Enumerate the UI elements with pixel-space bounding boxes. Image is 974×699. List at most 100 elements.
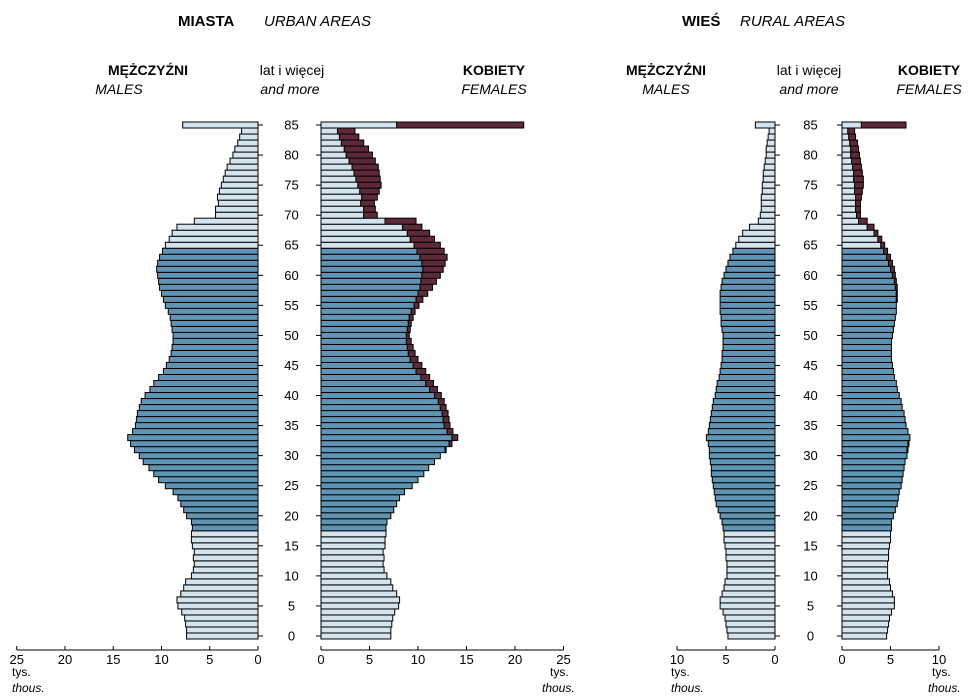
urban-female-bar-age-57 (320, 289, 419, 297)
urban-male-bar-age-4 (181, 608, 259, 616)
rural-female-bar-age-82 (841, 139, 851, 147)
rural-age-tick-75: 75 (803, 178, 817, 193)
rural-male-bar-age-28 (710, 464, 776, 472)
rural-male-bar-age-47 (721, 349, 776, 357)
urban-male-bar-age-59 (158, 277, 259, 285)
urban-female-surplus-age-57 (417, 289, 429, 297)
urban-female-bar-age-20 (320, 512, 392, 520)
urban-female-surplus-age-84 (336, 127, 356, 135)
urban-male-bar-age-79 (229, 157, 259, 165)
rural-female-surplus-age-70 (856, 211, 861, 219)
urban-male-bar-age-55 (164, 301, 259, 309)
urban-male-bar-age-39 (140, 398, 259, 406)
rural-male-bar-age-34 (707, 428, 776, 436)
urban-male-bar-age-19 (190, 518, 259, 526)
urban-age-tick-70: 70 (284, 208, 298, 223)
rural-male-bar-age-55 (719, 301, 776, 309)
urban-female-bar-age-51 (320, 325, 408, 333)
rural-female-surplus-age-76 (853, 175, 864, 183)
urban-male-bar-age-8 (183, 584, 259, 592)
urban-female-bar-age-22 (320, 500, 398, 508)
urban-male-bar-age-72 (217, 199, 259, 207)
rural-male-bar-age-70 (759, 211, 776, 219)
urban-male-bar-age-78 (226, 163, 259, 171)
rural-female-bar-age-79 (841, 157, 853, 165)
rural-male-bar-age-78 (763, 163, 776, 171)
rural-female-surplus-age-62 (888, 259, 893, 267)
rural-age-label-pl: lat i więcej (777, 62, 842, 78)
rural-female-bar-age-24 (841, 488, 900, 496)
rural-female-surplus-age-64 (883, 247, 889, 255)
rural-male-bar-age-35 (708, 422, 776, 430)
rural-age-tick-55: 55 (803, 298, 817, 313)
urban-male-bar-age-35 (134, 422, 259, 430)
rural-male-bar-age-17 (723, 530, 776, 538)
urban-male-bar-age-75 (220, 181, 259, 189)
rural-female-bar-age-38 (841, 404, 903, 412)
rural-age-tick-35: 35 (803, 418, 817, 433)
rural-age-tick-5: 5 (807, 598, 814, 613)
urban-males-label-pl: MĘŻCZYŹNI (108, 62, 188, 78)
urban-male-bar-age-60 (157, 271, 259, 279)
urban-male-bar-age-10 (190, 572, 259, 580)
rural-male-bar-age-62 (727, 259, 776, 267)
urban-age-tick-55: 55 (284, 298, 298, 313)
urban-female-surplus-age-35 (443, 422, 451, 430)
urban-female-bar-age-15 (320, 542, 386, 550)
urban-female-surplus-age-79 (348, 157, 376, 165)
rural-female-bar-age-84 (841, 127, 849, 135)
urban-male-bar-age-64 (161, 247, 259, 255)
urban-female-bar-age-6 (320, 596, 401, 604)
urban-female-surplus-age-34 (446, 428, 454, 436)
rural-female-bar-age-12 (841, 560, 889, 568)
urban-male-bar-age-7 (180, 590, 259, 598)
urban-male-bar-age-26 (158, 476, 259, 484)
urban-age-tick-35: 35 (284, 418, 298, 433)
urban-age-tick-65: 65 (284, 238, 298, 253)
rural-female-x-tick-5: 5 (887, 652, 894, 667)
urban-female-x-tick-0: 0 (317, 652, 324, 667)
urban-female-bar-age-44 (320, 367, 417, 375)
rural-female-bar-age-75 (841, 181, 856, 189)
rural-age-tick-70: 70 (803, 208, 817, 223)
urban-male-bar-age-16 (190, 536, 259, 544)
urban-male-bar-age-28 (148, 464, 259, 472)
urban-female-surplus-age-66 (409, 235, 435, 243)
rural-male-bar-age-56 (719, 295, 776, 303)
urban-female-bar-age-54 (320, 307, 412, 315)
rural-female-bar-age-11 (841, 566, 889, 574)
rural-male-bar-age-7 (721, 590, 776, 598)
urban-female-bar-age-16 (320, 536, 386, 544)
urban-female-bar-age-28 (320, 464, 430, 472)
rural-male-bar-age-63 (729, 253, 776, 261)
rural-female-unit-en: thous. (928, 681, 961, 695)
urban-males-label-en: MALES (95, 81, 143, 97)
urban-female-bar-age-84 (320, 127, 338, 135)
urban-male-bar-age-11 (192, 566, 259, 574)
rural-male-bar-age-33 (705, 434, 776, 442)
rural-male-bar-age-44 (719, 367, 776, 375)
urban-female-bar-age-13 (320, 554, 385, 562)
rural-female-bar-age-69 (841, 217, 859, 225)
urban-female-bar-age-39 (320, 398, 439, 406)
rural-male-bar-age-5 (719, 602, 776, 610)
urban-age-tick-40: 40 (284, 388, 298, 403)
urban-male-bar-age-31 (133, 446, 259, 454)
urban-male-bar-age-22 (180, 500, 259, 508)
urban-age-label-pl: lat i więcej (260, 62, 325, 78)
rural-male-bar-age-29 (709, 458, 776, 466)
rural-male-bar-age-82 (766, 139, 776, 147)
urban-female-surplus-age-49 (405, 337, 412, 345)
urban-male-bar-age-84 (241, 127, 259, 135)
urban-female-bar-age-17 (320, 530, 387, 538)
rural-age-tick-65: 65 (803, 238, 817, 253)
rural-female-bar-age-68 (841, 223, 868, 231)
rural-male-bar-age-19 (721, 518, 776, 526)
urban-female-bar-age-52 (320, 319, 409, 327)
rural-female-bar-age-9 (841, 578, 891, 586)
rural-female-x-tick-10: 10 (932, 652, 946, 667)
urban-female-surplus-age-60 (421, 271, 441, 279)
urban-male-bar-age-47 (170, 349, 259, 357)
urban-female-bar-age-61 (320, 265, 424, 273)
urban-male-bar-age-13 (192, 554, 259, 562)
